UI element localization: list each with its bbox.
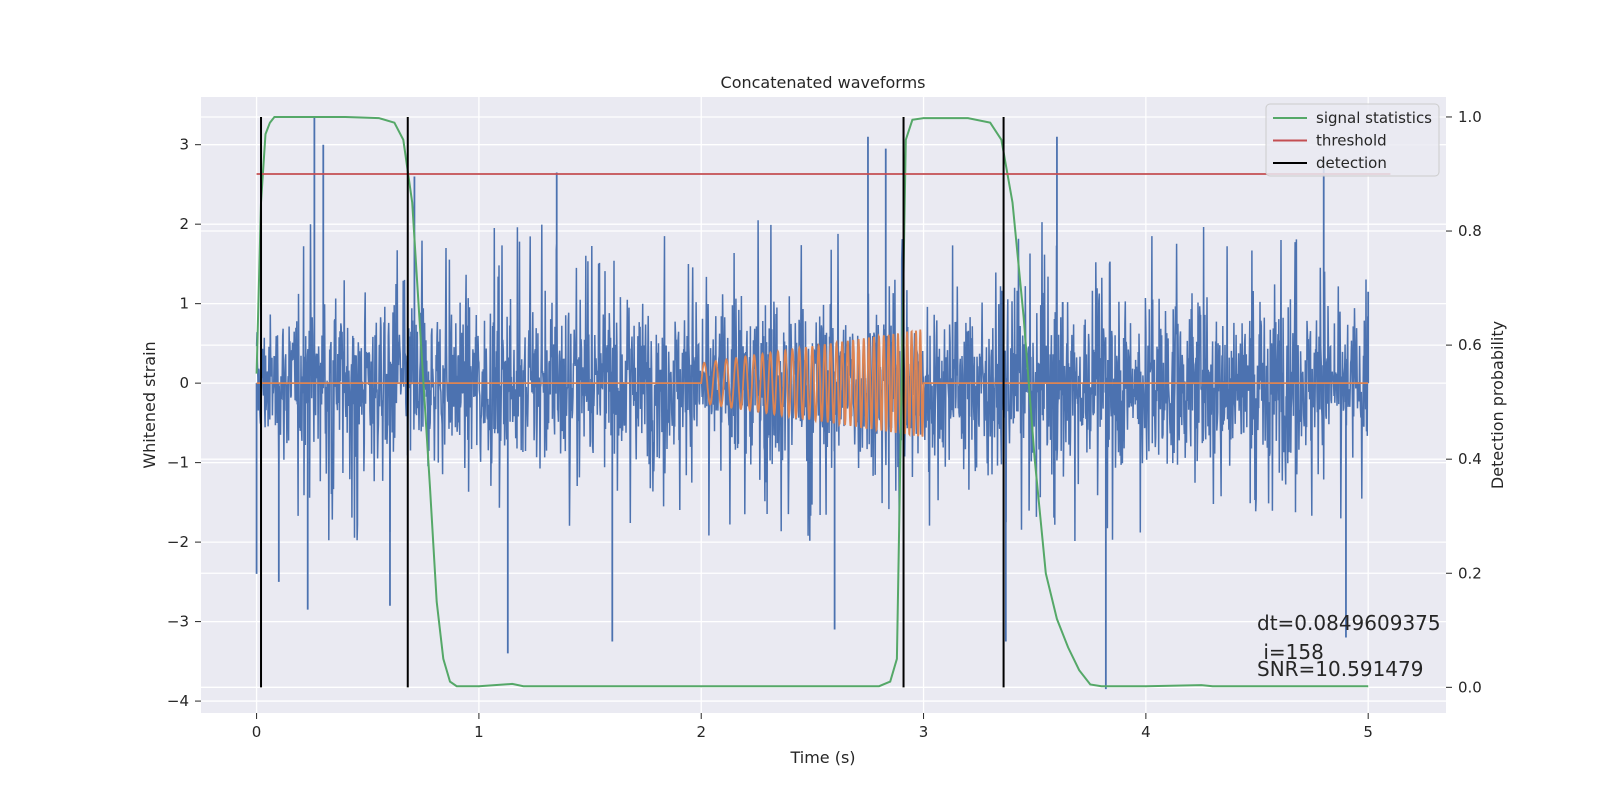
plot-area [255, 116, 1391, 690]
chart-title: Concatenated waveforms [721, 73, 926, 92]
signal-statistics-line [255, 116, 1369, 688]
annotation-line-i: i=158 [1257, 640, 1324, 664]
y2-axis-label: Detection probability [1488, 321, 1507, 489]
y-tick-label: −4 [167, 692, 189, 710]
y-tick-label: 3 [179, 136, 189, 154]
y2-tick-label: 0.4 [1458, 450, 1482, 468]
y2-tick-label: 0.6 [1458, 336, 1482, 354]
x-ticks: 0 1 2 3 4 5 [252, 713, 1373, 741]
legend-label: detection [1316, 154, 1387, 172]
y2-tick-label: 0.0 [1458, 678, 1482, 696]
y2-tick-label: 1.0 [1458, 108, 1482, 126]
injection-series-line [256, 329, 1369, 437]
y2-tick-label: 0.8 [1458, 222, 1482, 240]
legend-label: signal statistics [1316, 109, 1432, 127]
legend: signal statistics threshold detection [1265, 103, 1440, 177]
y2-tick-label: 0.2 [1458, 564, 1482, 582]
x-tick-label: 3 [919, 723, 929, 741]
y-tick-label: −1 [167, 454, 189, 472]
x-tick-label: 4 [1141, 723, 1151, 741]
y-tick-label: 2 [179, 215, 189, 233]
y-tick-label: 0 [179, 374, 189, 392]
x-tick-label: 0 [252, 723, 262, 741]
x-axis-label: Time (s) [789, 748, 855, 767]
legend-label: threshold [1316, 132, 1387, 150]
legend-box [1265, 103, 1440, 177]
x-tick-label: 2 [696, 723, 706, 741]
y-axis-label: Whitened strain [140, 341, 159, 468]
annotation-line-dt: dt=0.0849609375 [1257, 611, 1441, 635]
y-tick-label: 1 [179, 295, 189, 313]
annotation-line-snr: SNR=10.591479 [1257, 657, 1423, 681]
y-tick-label: −2 [167, 533, 189, 551]
x-tick-label: 1 [474, 723, 484, 741]
y2-ticks: 0.0 0.2 0.4 0.6 0.8 1.0 [1446, 108, 1482, 696]
x-tick-label: 5 [1363, 723, 1373, 741]
y-ticks: −4 −3 −2 −1 0 1 2 3 [167, 136, 201, 710]
y-tick-label: −3 [167, 613, 189, 631]
annotation: dt=0.0849609375 i=158 SNR=10.591479 [1257, 611, 1441, 681]
